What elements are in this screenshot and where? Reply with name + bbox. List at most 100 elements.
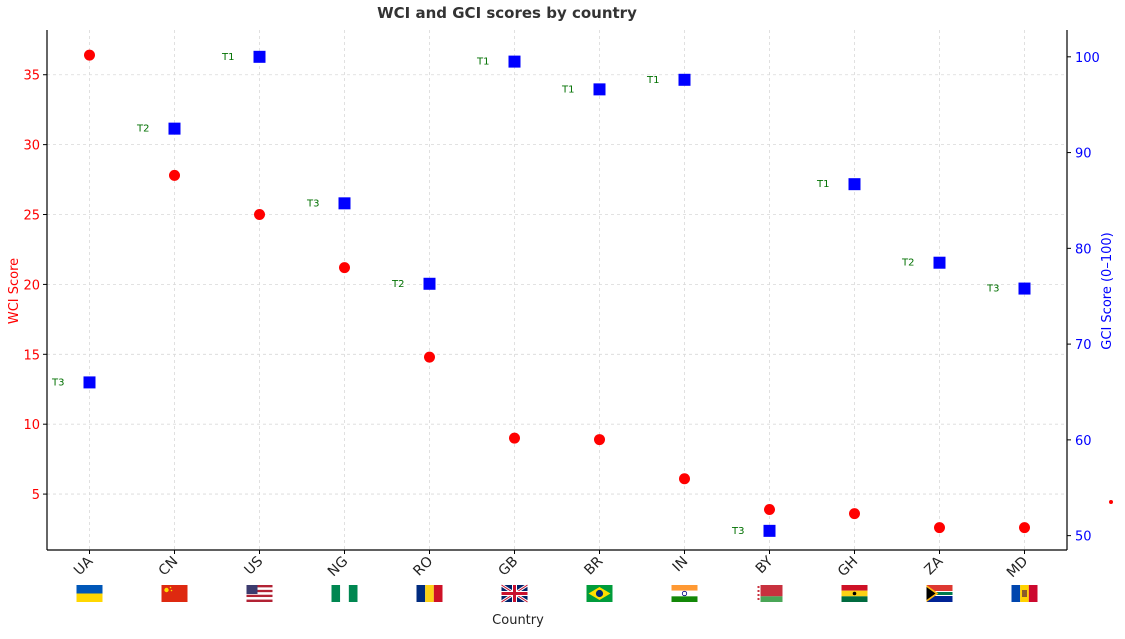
flag-part	[757, 594, 760, 596]
flag-cn-icon	[161, 585, 188, 602]
y-tick-label-left: 35	[23, 69, 40, 84]
flag-part	[595, 589, 604, 598]
flag-part	[841, 585, 868, 591]
flag-part	[757, 590, 760, 592]
gci-point	[933, 256, 946, 269]
tier-label: T3	[986, 284, 999, 295]
x-tick-label: GH	[835, 554, 861, 580]
flag-br-icon	[586, 585, 613, 602]
flag-star	[170, 589, 173, 592]
wci-point	[1019, 522, 1030, 534]
x-tick-label: US	[241, 553, 266, 578]
gci-point	[253, 50, 266, 63]
flag-part	[671, 590, 698, 597]
x-tick-label: CN	[156, 554, 182, 580]
wci-point	[764, 503, 775, 515]
flag-md-icon	[1011, 585, 1038, 602]
chart-marks: T3 T2 T1 T3 T2 T1 T1 T1 T3 T1 T2 T3	[51, 49, 1113, 537]
flag-part	[1011, 585, 1021, 602]
flag-za-icon	[926, 585, 953, 602]
flag-part	[76, 585, 103, 594]
x-tick-label: BY	[753, 553, 777, 577]
flag-part	[433, 585, 443, 602]
flag-star	[169, 586, 172, 589]
tier-label: T3	[306, 198, 319, 209]
flag-part	[331, 585, 341, 602]
tier-label: T1	[561, 84, 574, 95]
wci-point	[509, 432, 520, 444]
flag-part	[1028, 585, 1038, 602]
tier-label: T1	[476, 57, 489, 68]
tier-label: T2	[391, 279, 404, 290]
y-axis-label-left: WCI Score	[7, 258, 22, 324]
flag-part	[246, 589, 273, 593]
grid-lines	[47, 30, 1067, 550]
flag-gh-icon	[841, 585, 868, 602]
flag-part	[756, 585, 761, 602]
x-tick-label: RO	[410, 554, 436, 580]
chart-title: WCI and GCI scores by country	[377, 4, 637, 22]
flag-by-icon	[756, 585, 783, 602]
x-tick-label: IN	[670, 554, 692, 576]
tier-label: T1	[646, 75, 659, 86]
stray-dot	[1109, 500, 1113, 504]
gci-point	[423, 277, 436, 290]
y-tick-label-right: 100	[1075, 51, 1100, 66]
y-tick-label-right: 80	[1075, 242, 1092, 257]
flag-part	[246, 587, 273, 590]
x-tick-label: MD	[1004, 554, 1031, 581]
flag-part	[246, 597, 273, 600]
flag-part	[926, 593, 953, 602]
flag-part	[671, 585, 698, 591]
flag-part	[348, 585, 358, 602]
x-tick-label: BR	[581, 553, 606, 578]
flag-part	[926, 587, 936, 600]
tier-label: T2	[901, 258, 914, 269]
flag-part	[841, 596, 868, 602]
flag-part	[926, 592, 953, 595]
flag-part	[416, 585, 426, 602]
y-tick-label-left: 20	[23, 278, 40, 293]
y-tick-label-left: 10	[23, 418, 40, 433]
flag-star	[164, 587, 169, 593]
y-tick-label-right: 60	[1075, 434, 1092, 449]
flag-part	[926, 585, 953, 594]
flag-part	[757, 586, 760, 588]
y-tick-label-left: 5	[32, 488, 40, 503]
wci-point	[934, 522, 945, 534]
x-tick-label: ZA	[921, 553, 946, 578]
y-axis-label-right: GCI Score (0–100)	[1100, 232, 1115, 349]
flag-part	[161, 585, 188, 602]
x-tick-label: UA	[71, 553, 97, 579]
flag-part	[246, 592, 273, 595]
flag-part	[340, 585, 349, 602]
wci-point	[594, 434, 605, 446]
tier-label: T3	[731, 526, 744, 537]
flag-us-icon	[246, 585, 273, 602]
gci-point	[83, 376, 96, 389]
gci-point	[338, 197, 351, 210]
x-axis-label: Country	[492, 613, 544, 628]
flag-part	[246, 599, 273, 602]
wci-point	[849, 508, 860, 520]
flag-part	[246, 585, 258, 594]
flag-icons	[76, 583, 1038, 604]
flag-part	[756, 585, 783, 597]
wci-point	[424, 351, 435, 363]
gci-point	[168, 122, 181, 135]
tier-label: T3	[51, 377, 64, 388]
x-tick-label: NG	[325, 554, 351, 580]
wci-point	[254, 209, 265, 221]
gci-point	[508, 55, 521, 68]
gci-point	[678, 73, 691, 86]
flag-part	[681, 590, 688, 597]
tier-label: T1	[816, 179, 829, 190]
flag-part	[757, 598, 760, 600]
flag-part	[425, 585, 434, 602]
tier-label: T1	[221, 52, 234, 63]
flag-gb-icon	[500, 583, 529, 604]
flag-ng-icon	[331, 585, 358, 602]
y-tick-label-right: 90	[1075, 147, 1092, 162]
